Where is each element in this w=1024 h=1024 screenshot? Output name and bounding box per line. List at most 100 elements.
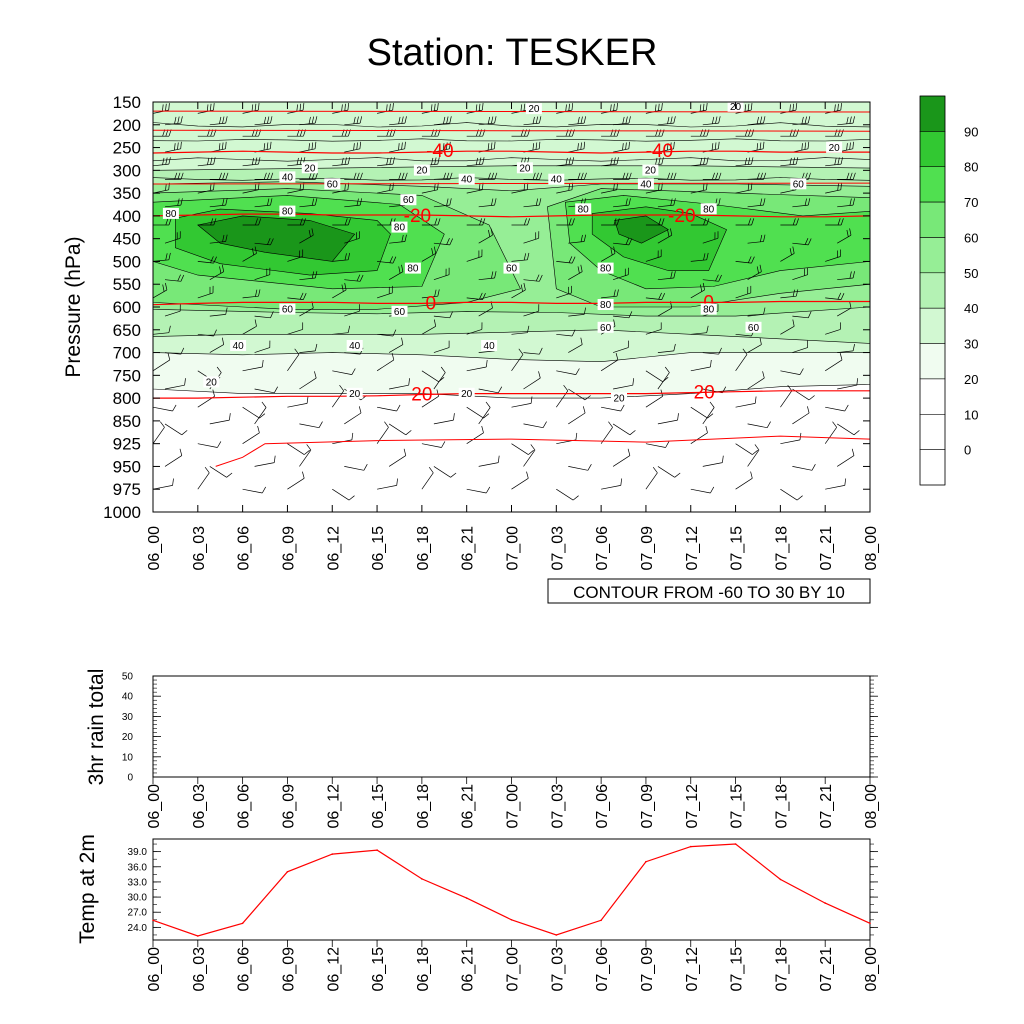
wind-barb-flag	[582, 406, 586, 414]
wind-barb-flag	[849, 228, 852, 236]
wind-barb-flag	[210, 256, 214, 263]
wind-barb-flag	[225, 234, 228, 242]
pressure-tick-label: 500	[113, 252, 141, 271]
wind-barb-flag	[580, 116, 583, 124]
wind-barb	[344, 237, 360, 244]
colorbar-cell	[919, 307, 946, 344]
wind-barb-flag	[494, 172, 498, 180]
wind-barb-flag	[347, 103, 350, 111]
wind-barb	[332, 488, 350, 501]
wind-barb-flag	[837, 129, 841, 137]
wind-barb-flag	[177, 198, 180, 206]
wind-barb	[197, 292, 214, 299]
wind-barb-flag	[434, 289, 437, 297]
band-90a	[197, 215, 356, 262]
wind-barb-flag	[267, 172, 270, 180]
wind-barb	[735, 478, 753, 490]
wind-barb-flag	[359, 116, 363, 124]
temperature-panel: 24.0 27.0 30.0 33.0 36.0 39.0 06_00 06_03 06_06 0…	[76, 834, 880, 991]
humidity-contour-label: 80	[282, 207, 294, 218]
band-90b	[614, 215, 669, 244]
humidity-contour-label: 60	[506, 264, 518, 275]
humidity-label-bg	[279, 303, 296, 315]
wind-barb-flag	[759, 198, 763, 206]
wind-barb-flag	[225, 307, 228, 315]
rain-tick-label: 0	[127, 773, 133, 784]
wind-barb-flag	[571, 157, 575, 165]
wind-barb-flag	[405, 430, 412, 436]
wind-barb-flag	[347, 325, 351, 333]
wind-barb-flag	[165, 157, 168, 165]
wind-barb	[377, 333, 394, 337]
wind-barb-flag	[751, 256, 755, 264]
wind-barb	[466, 256, 483, 262]
temp-contour-line	[152, 129, 871, 132]
wind-barb	[466, 406, 484, 419]
rain-x-tick-label: 06_00	[146, 784, 163, 829]
wind-barb-flag	[481, 425, 484, 433]
pressure-tick-label: 450	[113, 230, 141, 249]
wind-barb	[747, 314, 764, 317]
humidity-contour-label: 40	[349, 341, 361, 352]
wind-barb	[735, 443, 753, 455]
wind-barb-flag	[654, 104, 657, 112]
wind-barb-flag	[180, 116, 183, 124]
wind-barb	[523, 279, 540, 282]
wind-barb-flag	[206, 104, 209, 112]
wind-barb-flag	[219, 116, 222, 124]
wind-barb-flag	[751, 218, 755, 226]
wind-barb	[164, 148, 181, 153]
wind-barb	[523, 377, 541, 390]
wind-barb-flag	[667, 229, 670, 237]
humidity-label-bg	[301, 162, 318, 174]
wind-barb	[152, 332, 169, 335]
wind-barb	[735, 261, 752, 264]
wind-barb-flag	[254, 103, 257, 111]
wind-barb	[645, 189, 662, 194]
humidity-label-bg	[575, 203, 592, 215]
wind-barb	[556, 163, 573, 167]
wind-barb-flag	[852, 116, 855, 124]
wind-barb-flag	[481, 103, 484, 111]
wind-barb	[735, 189, 752, 194]
wind-barb-flag	[580, 142, 582, 150]
wind-barb	[299, 423, 320, 429]
temp-x-tick-label: 06_15	[370, 947, 387, 992]
wind-barb-flag	[396, 478, 398, 486]
humidity-label-bg	[597, 299, 614, 310]
wind-barb-flag	[666, 143, 669, 151]
wind-barb-flag	[804, 198, 807, 206]
wind-barb-flag	[703, 218, 707, 226]
wind-barb-flag	[851, 448, 855, 456]
wind-barb-flag	[759, 234, 763, 242]
rain-panel: 0 10 20 30 40 50 06_00 06_03 06_06 06_09 06_12 06_1…	[85, 669, 880, 829]
wind-barb	[511, 332, 528, 335]
wind-barb-flag	[209, 183, 212, 191]
wind-barb-flag	[165, 183, 167, 191]
pressure-tick-label: 600	[113, 298, 141, 317]
wind-barb-flag	[849, 271, 852, 279]
wind-barb-flag	[535, 172, 539, 180]
colorbar-frame	[919, 95, 946, 486]
wind-barb	[254, 347, 270, 353]
wind-barb-flag	[706, 182, 708, 190]
wind-barb	[164, 455, 182, 467]
wind-barb	[523, 352, 540, 355]
wind-barb-flag	[347, 218, 351, 226]
wind-barb-flag	[583, 141, 586, 149]
wind-barb-flag	[261, 359, 264, 368]
wind-barb	[299, 234, 314, 244]
wind-barb	[287, 354, 300, 372]
wind-barb-flag	[706, 218, 710, 226]
temp-contour-label: 0	[426, 293, 437, 314]
wind-barb	[478, 234, 493, 244]
wind-barb-flag	[359, 198, 363, 206]
wind-barb	[690, 406, 708, 419]
wind-barb-flag	[172, 478, 174, 486]
wind-barb-flag	[478, 103, 481, 111]
rain-frame	[152, 675, 871, 778]
wind-barb-flag	[259, 413, 266, 419]
humidity-contour-label: 40	[484, 341, 496, 352]
wind-barb-flag	[497, 386, 503, 393]
wind-barb-flag	[628, 238, 633, 246]
